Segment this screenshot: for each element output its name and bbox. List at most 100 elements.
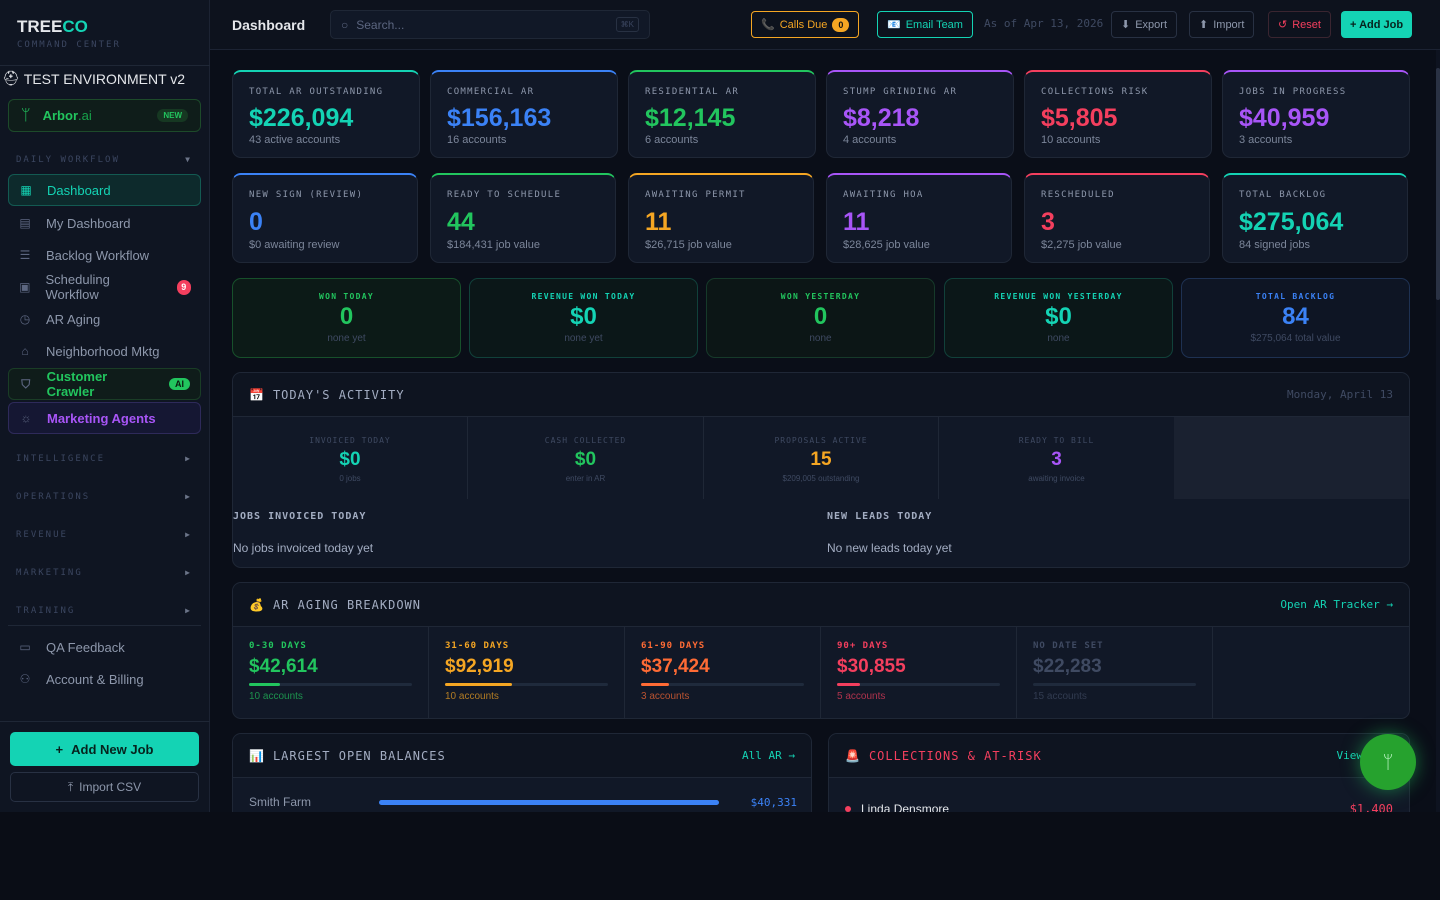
sidebar-item-backlog-workflow[interactable]: ☰ Backlog Workflow: [19, 247, 150, 263]
bucket-bar-fill: [445, 683, 512, 686]
sidebar-item-marketing-agents[interactable]: ☼ Marketing Agents: [8, 402, 201, 434]
kpi-card[interactable]: JOBS IN PROGRESS $40,959 3 accounts: [1222, 70, 1410, 158]
email-team-button[interactable]: 📧 Email Team: [877, 11, 973, 38]
section-intelligence[interactable]: INTELLIGENCE ▶: [16, 454, 192, 464]
aging-bucket[interactable]: 90+ DAYS $30,855 5 accounts: [821, 627, 1017, 718]
todays-activity-panel: 📅 TODAY'S ACTIVITY Monday, April 13 INVOIC…: [232, 372, 1410, 568]
bucket-bar-fill: [249, 683, 280, 686]
open-ar-tracker-link[interactable]: Open AR Tracker →: [1280, 598, 1393, 611]
section-marketing[interactable]: MARKETING ▶: [16, 568, 192, 578]
bucket-bar-fill: [837, 683, 860, 686]
kpi-card[interactable]: STUMP GRINDING AR $8,218 4 accounts: [826, 70, 1014, 158]
kpi-card[interactable]: RESCHEDULED 3 $2,275 job value: [1024, 173, 1210, 263]
environment-label: ⛑ TEST ENVIRONMENT v2: [2, 70, 186, 87]
page-title: Dashboard: [232, 17, 306, 33]
arbor-assistant-button[interactable]: ᛘ: [1360, 734, 1416, 790]
chevron-right-icon: ▶: [185, 530, 192, 539]
aging-bucket[interactable]: 31-60 DAYS $92,919 10 accounts: [429, 627, 625, 718]
arbor-ai-button[interactable]: ᛘ Arbor.ai NEW: [8, 99, 201, 132]
kpi-value: 0: [249, 208, 263, 236]
kpi-sub: 6 accounts: [645, 134, 699, 146]
bucket-value: $42,614: [249, 656, 318, 677]
ai-badge: AI: [169, 378, 190, 390]
sidebar-item-dashboard[interactable]: ▦ Dashboard: [8, 174, 201, 206]
balance-row[interactable]: Smith Farm $40,331: [249, 792, 797, 812]
view-link[interactable]: View: [1336, 749, 1364, 762]
sidebar-item-scheduling-workflow[interactable]: ▣ Scheduling Workflow 9: [8, 271, 201, 303]
bucket-sub: 10 accounts: [249, 691, 303, 702]
won-label: TOTAL BACKLOG: [1255, 292, 1336, 301]
won-card[interactable]: TOTAL BACKLOG 84 $275,064 total value: [1181, 278, 1410, 358]
kpi-value: $40,959: [1239, 104, 1330, 132]
kpi-label: COLLECTIONS RISK: [1041, 87, 1149, 97]
kpi-sub: 43 active accounts: [249, 134, 341, 146]
kpi-value: $275,064: [1239, 208, 1344, 236]
kpi-card[interactable]: NEW SIGN (REVIEW) 0 $0 awaiting review: [232, 173, 418, 263]
collections-at-risk-panel: 🚨 COLLECTIONS & AT-RISK View Linda Densmor…: [828, 733, 1410, 812]
scrollbar[interactable]: [1436, 50, 1440, 812]
shortcut-hint: ⌘K: [615, 17, 639, 32]
kpi-sub: $0 awaiting review: [249, 239, 340, 251]
section-operations[interactable]: OPERATIONS ▶: [16, 492, 192, 502]
kpi-sub: 4 accounts: [843, 134, 897, 146]
activity-stat: READY TO BILL 3 awaiting invoice: [940, 417, 1175, 499]
bucket-sub: 15 accounts: [1033, 691, 1087, 702]
panel-header: 💰 AR AGING BREAKDOWN Open AR Tracker →: [233, 583, 1409, 627]
section-training[interactable]: TRAINING ▶: [16, 606, 192, 616]
reset-button[interactable]: ↺ Reset: [1268, 11, 1331, 38]
won-label: REVENUE WON YESTERDAY: [994, 292, 1123, 301]
search-input[interactable]: ○ Search... ⌘K: [330, 10, 650, 39]
export-button[interactable]: ⬇ Export: [1111, 11, 1178, 38]
bucket-label: 61-90 DAYS: [641, 641, 706, 651]
import-csv-button[interactable]: ⤒ Import CSV: [10, 772, 199, 802]
won-sub: none yet: [327, 333, 366, 344]
sidebar-item-ar-aging[interactable]: ◷ AR Aging: [19, 311, 101, 327]
logo[interactable]: TREECO: [17, 17, 88, 36]
kpi-card[interactable]: AWAITING PERMIT 11 $26,715 job value: [628, 173, 814, 263]
collection-row[interactable]: Linda Densmore $1,400: [845, 802, 1393, 812]
add-new-job-button[interactable]: + Add New Job: [10, 732, 199, 766]
won-card[interactable]: WON YESTERDAY 0 none: [706, 278, 935, 358]
stat-label: CASH COLLECTED: [544, 436, 627, 445]
all-ar-link[interactable]: All AR →: [742, 749, 795, 762]
sidebar-item-my-dashboard[interactable]: ▤ My Dashboard: [19, 215, 131, 231]
kpi-card[interactable]: COLLECTIONS RISK $5,805 10 accounts: [1024, 70, 1212, 158]
aging-bucket[interactable]: 61-90 DAYS $37,424 3 accounts: [625, 627, 821, 718]
won-card[interactable]: REVENUE WON YESTERDAY $0 none: [944, 278, 1173, 358]
kpi-card[interactable]: READY TO SCHEDULE 44 $184,431 job value: [430, 173, 616, 263]
stat-sub: 0 jobs: [339, 474, 361, 483]
kpi-card[interactable]: RESIDENTIAL AR $12,145 6 accounts: [628, 70, 816, 158]
aging-bucket[interactable]: 0-30 DAYS $42,614 10 accounts: [233, 627, 429, 718]
phone-icon: 📞: [761, 19, 775, 31]
scrollbar-thumb[interactable]: [1436, 68, 1440, 300]
balance-value: $40,331: [750, 795, 797, 809]
kpi-sub: $2,275 job value: [1041, 239, 1122, 251]
sidebar-item-neighborhood-mktg[interactable]: ⌂ Neighborhood Mktg: [8, 335, 201, 367]
bucket-label: 90+ DAYS: [837, 641, 889, 651]
bucket-sub: 5 accounts: [837, 691, 886, 702]
kpi-card[interactable]: AWAITING HOA 11 $28,625 job value: [826, 173, 1012, 263]
kpi-label: TOTAL AR OUTSTANDING: [249, 87, 384, 97]
calendar-icon: ▣: [19, 280, 31, 294]
kpi-card[interactable]: TOTAL AR OUTSTANDING $226,094 43 active ac…: [232, 70, 420, 158]
count-badge: 9: [176, 279, 191, 295]
aging-bucket[interactable]: NO DATE SET $22,283 15 accounts: [1017, 627, 1213, 718]
sidebar-item-customer-crawler[interactable]: ⛉ Customer Crawler AI: [8, 368, 201, 400]
won-card[interactable]: REVENUE WON TODAY $0 none yet: [469, 278, 698, 358]
sidebar-item-account-billing[interactable]: ⚇ Account & Billing: [19, 671, 144, 687]
panel-header: 📅 TODAY'S ACTIVITY Monday, April 13: [233, 373, 1409, 417]
siren-icon: 🚨: [845, 748, 861, 763]
calls-due-button[interactable]: 📞 Calls Due 0: [751, 11, 860, 38]
bucket-sub: 3 accounts: [641, 691, 690, 702]
won-card[interactable]: WON TODAY 0 none yet: [232, 278, 461, 358]
kpi-card[interactable]: COMMERCIAL AR $156,163 16 accounts: [430, 70, 618, 158]
section-daily-workflow[interactable]: DAILY WORKFLOW ▼: [16, 155, 192, 165]
kpi-card[interactable]: TOTAL BACKLOG $275,064 84 signed jobs: [1222, 173, 1408, 263]
kpi-label: READY TO SCHEDULE: [447, 190, 562, 200]
add-job-button[interactable]: + Add Job: [1341, 11, 1413, 38]
won-value: $0: [1045, 303, 1072, 330]
import-button[interactable]: ⬆ Import: [1189, 11, 1255, 38]
sidebar-item-qa-feedback[interactable]: ▭ QA Feedback: [19, 639, 125, 655]
section-revenue[interactable]: REVENUE ▶: [16, 530, 192, 540]
won-label: WON TODAY: [318, 292, 375, 301]
